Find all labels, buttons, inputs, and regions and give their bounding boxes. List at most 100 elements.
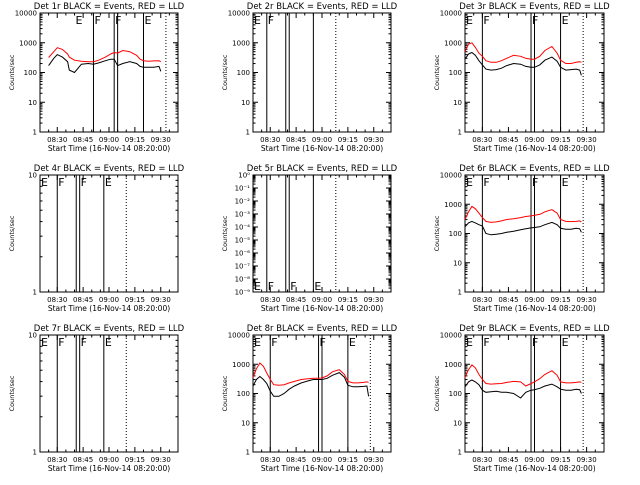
flag-f: F (483, 176, 489, 189)
x-tick-label: 09:30 (364, 136, 384, 144)
x-tick-label: 09:00 (312, 136, 332, 144)
x-tick-label: 08:30 (472, 456, 492, 464)
y-axis-label: Counts/sec (433, 54, 441, 90)
x-tick-label: 09:15 (550, 136, 570, 144)
series-line-events (464, 379, 582, 399)
x-tick-label: 09:30 (577, 136, 597, 144)
chart-panel-7: Det 7r BLACK = Events, RED = LLD 1 10 08:30… (8, 324, 185, 473)
y-tick-label: 10 (453, 99, 462, 107)
x-tick-label: 08:30 (260, 136, 280, 144)
y-axis-label: Counts/sec (221, 215, 229, 251)
x-tick-label: 08:30 (472, 296, 492, 304)
flag-f: F (115, 14, 121, 27)
x-tick-label: 09:15 (550, 456, 570, 464)
y-tick-label: 10 (241, 419, 250, 427)
y-tick-label: 1 (458, 449, 462, 457)
chart-panel-4: Det 4r BLACK = Events, RED = LLD 1 10 08:30… (8, 164, 185, 313)
y-tick-label: 10 (28, 99, 37, 107)
y-tick-label: 10⁻⁶ (235, 250, 251, 258)
flag-f: F (81, 176, 87, 189)
flag-e: E (254, 14, 261, 27)
x-tick-label: 09:00 (312, 296, 332, 304)
y-axis-label: Counts/sec (8, 375, 16, 411)
chart-panel-6: Det 6r BLACK = Events, RED = LLD 1 10 100 10… (433, 164, 610, 313)
flag-e: E (562, 176, 569, 189)
y-tick-label: 10000 (440, 332, 462, 340)
flag-f: F (58, 336, 64, 349)
chart-title: Det 7r BLACK = Events, RED = LLD (34, 324, 185, 334)
series-line-events (464, 220, 582, 236)
y-tick-label: 10⁻⁴ (235, 224, 251, 232)
plot-frame (39, 334, 179, 453)
x-tick-label: 08:30 (260, 296, 280, 304)
flag-f: F (483, 14, 489, 27)
x-tick-label: 09:30 (151, 456, 171, 464)
x-tick-label: 09:00 (99, 456, 119, 464)
flag-e: E (314, 280, 321, 293)
x-tick-label: 09:15 (338, 296, 358, 304)
y-tick-label: 1000 (444, 39, 462, 47)
chart-title: Det 3r BLACK = Events, RED = LLD (459, 2, 610, 12)
y-tick-label: 10 (241, 99, 250, 107)
x-tick-label: 09:15 (125, 456, 145, 464)
flag-f: F (268, 14, 274, 27)
flag-f: F (81, 336, 87, 349)
y-tick-label: 1 (458, 289, 462, 297)
chart-title: Det 9r BLACK = Events, RED = LLD (459, 324, 610, 334)
chart-title: Det 5r BLACK = Events, RED = LLD (247, 164, 398, 174)
y-axis-label: Counts/sec (433, 375, 441, 411)
y-tick-label: 10 (453, 419, 462, 427)
flag-e: E (466, 176, 473, 189)
chart-title: Det 8r BLACK = Events, RED = LLD (247, 324, 398, 334)
chart-panel-9: Det 9r BLACK = Events, RED = LLD 1 10 100 10… (433, 324, 610, 473)
x-tick-label: 09:15 (550, 296, 570, 304)
y-tick-label: 1 (33, 289, 37, 297)
chart-title: Det 1r BLACK = Events, RED = LLD (34, 2, 185, 12)
x-tick-label: 09:30 (577, 456, 597, 464)
chart-panel-5: Det 5r BLACK = Events, RED = LLD 10⁻⁹ 10⁻⁸… (221, 164, 398, 313)
x-tick-label: 09:00 (524, 456, 544, 464)
y-tick-label: 10⁻⁹ (235, 289, 251, 297)
y-tick-label: 10000 (228, 10, 250, 18)
y-tick-label: 10⁻⁸ (235, 276, 251, 284)
chart-panel-3: Det 3r BLACK = Events, RED = LLD 1 10 100 10… (433, 2, 610, 153)
y-tick-label: 10⁰ (238, 172, 250, 180)
flag-e: E (466, 336, 473, 349)
y-tick-label: 10⁻² (235, 198, 251, 206)
y-axis-label: Counts/sec (221, 375, 229, 411)
x-axis-label: Start Time (16-Nov-14 08:20:00) (473, 464, 595, 473)
series-line-lld (252, 362, 369, 386)
x-tick-label: 09:30 (151, 136, 171, 144)
flag-f: F (271, 336, 277, 349)
x-tick-label: 08:45 (286, 456, 306, 464)
x-tick-label: 09:30 (151, 296, 171, 304)
y-tick-label: 10 (28, 332, 37, 340)
series-line-events (48, 53, 162, 74)
x-axis-label: Start Time (16-Nov-14 08:20:00) (48, 464, 170, 473)
x-tick-label: 08:45 (498, 456, 518, 464)
y-tick-label: 1 (33, 449, 37, 457)
x-tick-label: 09:00 (99, 296, 119, 304)
flag-e: E (145, 14, 152, 27)
y-axis-label: Counts/sec (433, 215, 441, 251)
chart-title: Det 6r BLACK = Events, RED = LLD (459, 164, 610, 174)
flag-e: E (41, 176, 48, 189)
x-tick-label: 09:00 (524, 296, 544, 304)
x-axis-label: Start Time (16-Nov-14 08:20:00) (473, 304, 595, 313)
y-axis-label: Counts/sec (8, 215, 16, 251)
x-tick-label: 08:45 (73, 456, 93, 464)
flag-e: E (466, 14, 473, 27)
x-axis-label: Start Time (16-Nov-14 08:20:00) (261, 304, 383, 313)
x-tick-label: 08:45 (73, 136, 93, 144)
series-line-lld (48, 47, 162, 63)
y-tick-label: 100 (449, 230, 462, 238)
y-tick-label: 10⁻¹ (235, 185, 251, 193)
flag-f: F (58, 176, 64, 189)
x-tick-label: 09:15 (125, 296, 145, 304)
x-tick-label: 08:45 (286, 296, 306, 304)
x-axis-label: Start Time (16-Nov-14 08:20:00) (48, 304, 170, 313)
chart-title: Det 2r BLACK = Events, RED = LLD (247, 2, 398, 12)
series-line-lld (464, 364, 582, 387)
